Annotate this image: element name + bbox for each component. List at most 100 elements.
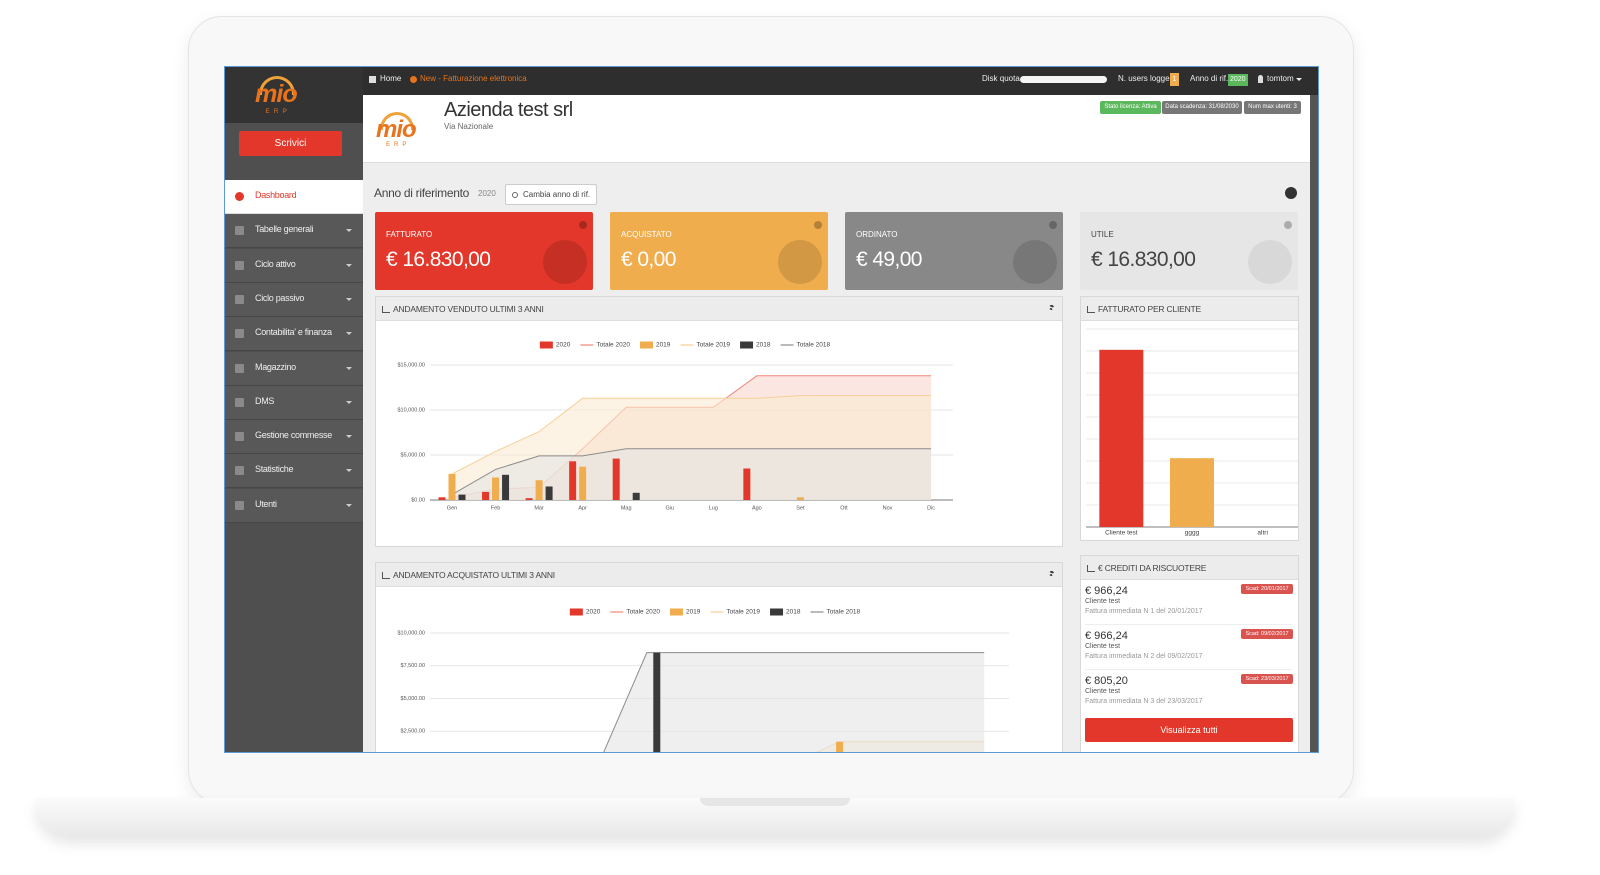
user-menu[interactable]: tomtom (1267, 74, 1294, 83)
panel-header: ANDAMENTO VENDUTO ULTIMI 3 ANNI (376, 297, 1062, 321)
settings-gear[interactable] (1285, 187, 1297, 199)
kpi-info-icon (1049, 221, 1057, 229)
menu-label: Utenti (255, 498, 277, 509)
panel-header: FATTURATO PER CLIENTE (1081, 297, 1298, 321)
kpi-watermark (778, 240, 822, 284)
panel-icon (1087, 306, 1095, 313)
screen: mio ERP Scrivici Dashboard Tabelle generali C… (224, 66, 1319, 753)
panel-header: ANDAMENTO ACQUISTATO ULTIMI 3 ANNI (376, 563, 1062, 587)
credit-doc: Fattura immediata N 2 del 09/02/2017 (1085, 653, 1203, 660)
kpi-card: ACQUISTATO € 0,00 (610, 212, 828, 290)
year-value: 2020 (478, 189, 496, 198)
laptop-notch (700, 798, 850, 806)
logo-area (225, 67, 363, 123)
credit-client: Cliente test (1085, 688, 1121, 695)
menu-item[interactable]: Tabelle generali (225, 214, 363, 249)
credit-amount: € 966,24 (1085, 630, 1128, 642)
credit-amount: € 966,24 (1085, 585, 1128, 597)
kpi-title: ORDINATO (856, 230, 898, 239)
logo-text: mio (255, 80, 298, 109)
panel-title: € CREDITI DA RISCUOTERE (1098, 563, 1207, 573)
change-year-button[interactable]: Cambia anno di rif. (505, 184, 597, 205)
panel: FATTURATO PER CLIENTE (1080, 296, 1299, 541)
credit-separator (1085, 624, 1292, 625)
nav-home[interactable]: Home (380, 74, 402, 83)
credit-client: Cliente test (1085, 598, 1121, 605)
year-badge: 2020 (1228, 74, 1248, 86)
menu-label: Ciclo attivo (255, 258, 296, 269)
menu-item[interactable]: Magazzino (225, 351, 363, 386)
users-logged: N. users logged (1118, 74, 1175, 83)
menu-icon (235, 294, 244, 304)
news-icon (410, 76, 417, 83)
menu-icon (235, 432, 244, 442)
panel-header: € CREDITI DA RISCUOTERE (1081, 556, 1298, 580)
panel-icon (382, 306, 390, 313)
kpi-value: € 49,00 (856, 248, 922, 271)
home-icon (369, 76, 376, 83)
credit-due: Scad: 09/02/2017 (1241, 629, 1293, 639)
kpi-title: ACQUISTATO (621, 230, 672, 239)
kpi-value: € 16.830,00 (386, 248, 491, 271)
menu-item[interactable]: Statistiche (225, 454, 363, 489)
panel: € CREDITI DA RISCUOTERE € 966,24 Cliente t… (1080, 555, 1299, 752)
menu-label: Magazzino (255, 361, 296, 372)
menu-label: Tabelle generali (255, 224, 314, 235)
panel-gear[interactable] (1049, 305, 1054, 310)
nav-news[interactable]: New - Fatturazione elettronica (420, 74, 527, 83)
view-all-button[interactable]: Visualizza tutti (1085, 718, 1293, 742)
btn-icon (512, 192, 518, 198)
kpi-info-icon (579, 221, 587, 229)
menu-icon (235, 500, 244, 510)
user-caret (1296, 78, 1302, 81)
license-badge: Data scadenza: 31/08/2030 (1162, 101, 1242, 114)
disk-quota-bar (1020, 76, 1107, 83)
kpi-info-icon (814, 221, 822, 229)
menu-item[interactable]: Ciclo passivo (225, 282, 363, 317)
menu-icon (235, 466, 244, 476)
credit-due: Scad: 23/03/2017 (1241, 674, 1293, 684)
kpi-title: UTILE (1091, 230, 1114, 239)
menu-caret (346, 229, 352, 233)
menu-icon (235, 329, 244, 339)
menu-caret (346, 297, 352, 301)
kpi-watermark (1248, 240, 1292, 284)
logo-text: mio (376, 116, 417, 143)
kpi-watermark (543, 240, 587, 284)
menu-caret (346, 263, 352, 267)
menu-icon (235, 363, 244, 373)
menu-caret (346, 435, 352, 439)
company-name: Azienda test srl (444, 99, 573, 121)
write-button[interactable]: Scrivici (239, 131, 342, 156)
panel-title: ANDAMENTO ACQUISTATO ULTIMI 3 ANNI (393, 570, 555, 580)
btn-label: Cambia anno di rif. (523, 190, 591, 199)
menu-label: DMS (255, 395, 275, 406)
menu-item[interactable]: Gestione commesse (225, 420, 363, 455)
year-label: Anno di rif. (1190, 74, 1229, 83)
kpi-card: FATTURATO € 16.830,00 (375, 212, 593, 290)
menu-caret (346, 366, 352, 370)
menu-label: Contabilita' e finanza (255, 327, 332, 338)
menu-caret (346, 332, 352, 336)
menu-item[interactable]: Utenti (225, 488, 363, 523)
credit-separator (1085, 669, 1292, 670)
top-nav (363, 67, 1318, 95)
panel: ANDAMENTO VENDUTO ULTIMI 3 ANNI (375, 296, 1063, 547)
credit-due: Scad: 20/01/2017 (1241, 584, 1293, 594)
company-address: Via Nazionale (444, 122, 494, 131)
disk-quota: Disk quota (982, 74, 1020, 83)
menu-item[interactable]: Contabilita' e finanza (225, 317, 363, 352)
users-count: 1 (1170, 73, 1179, 86)
menu-item[interactable]: Ciclo attivo (225, 248, 363, 283)
menu-item[interactable]: DMS (225, 385, 363, 420)
credit-doc: Fattura immediata N 1 del 20/01/2017 (1085, 608, 1203, 615)
kpi-card: UTILE € 16.830,00 (1080, 212, 1298, 290)
license-badge: Stato licenza: Attiva (1100, 101, 1161, 114)
panel: ANDAMENTO ACQUISTATO ULTIMI 3 ANNI (375, 562, 1063, 752)
kpi-title: FATTURATO (386, 230, 433, 239)
panel-gear[interactable] (1049, 571, 1054, 576)
menu-item[interactable]: Dashboard (225, 180, 363, 214)
panel-title: ANDAMENTO VENDUTO ULTIMI 3 ANNI (393, 304, 544, 314)
logo-sub: ERP (386, 142, 411, 148)
